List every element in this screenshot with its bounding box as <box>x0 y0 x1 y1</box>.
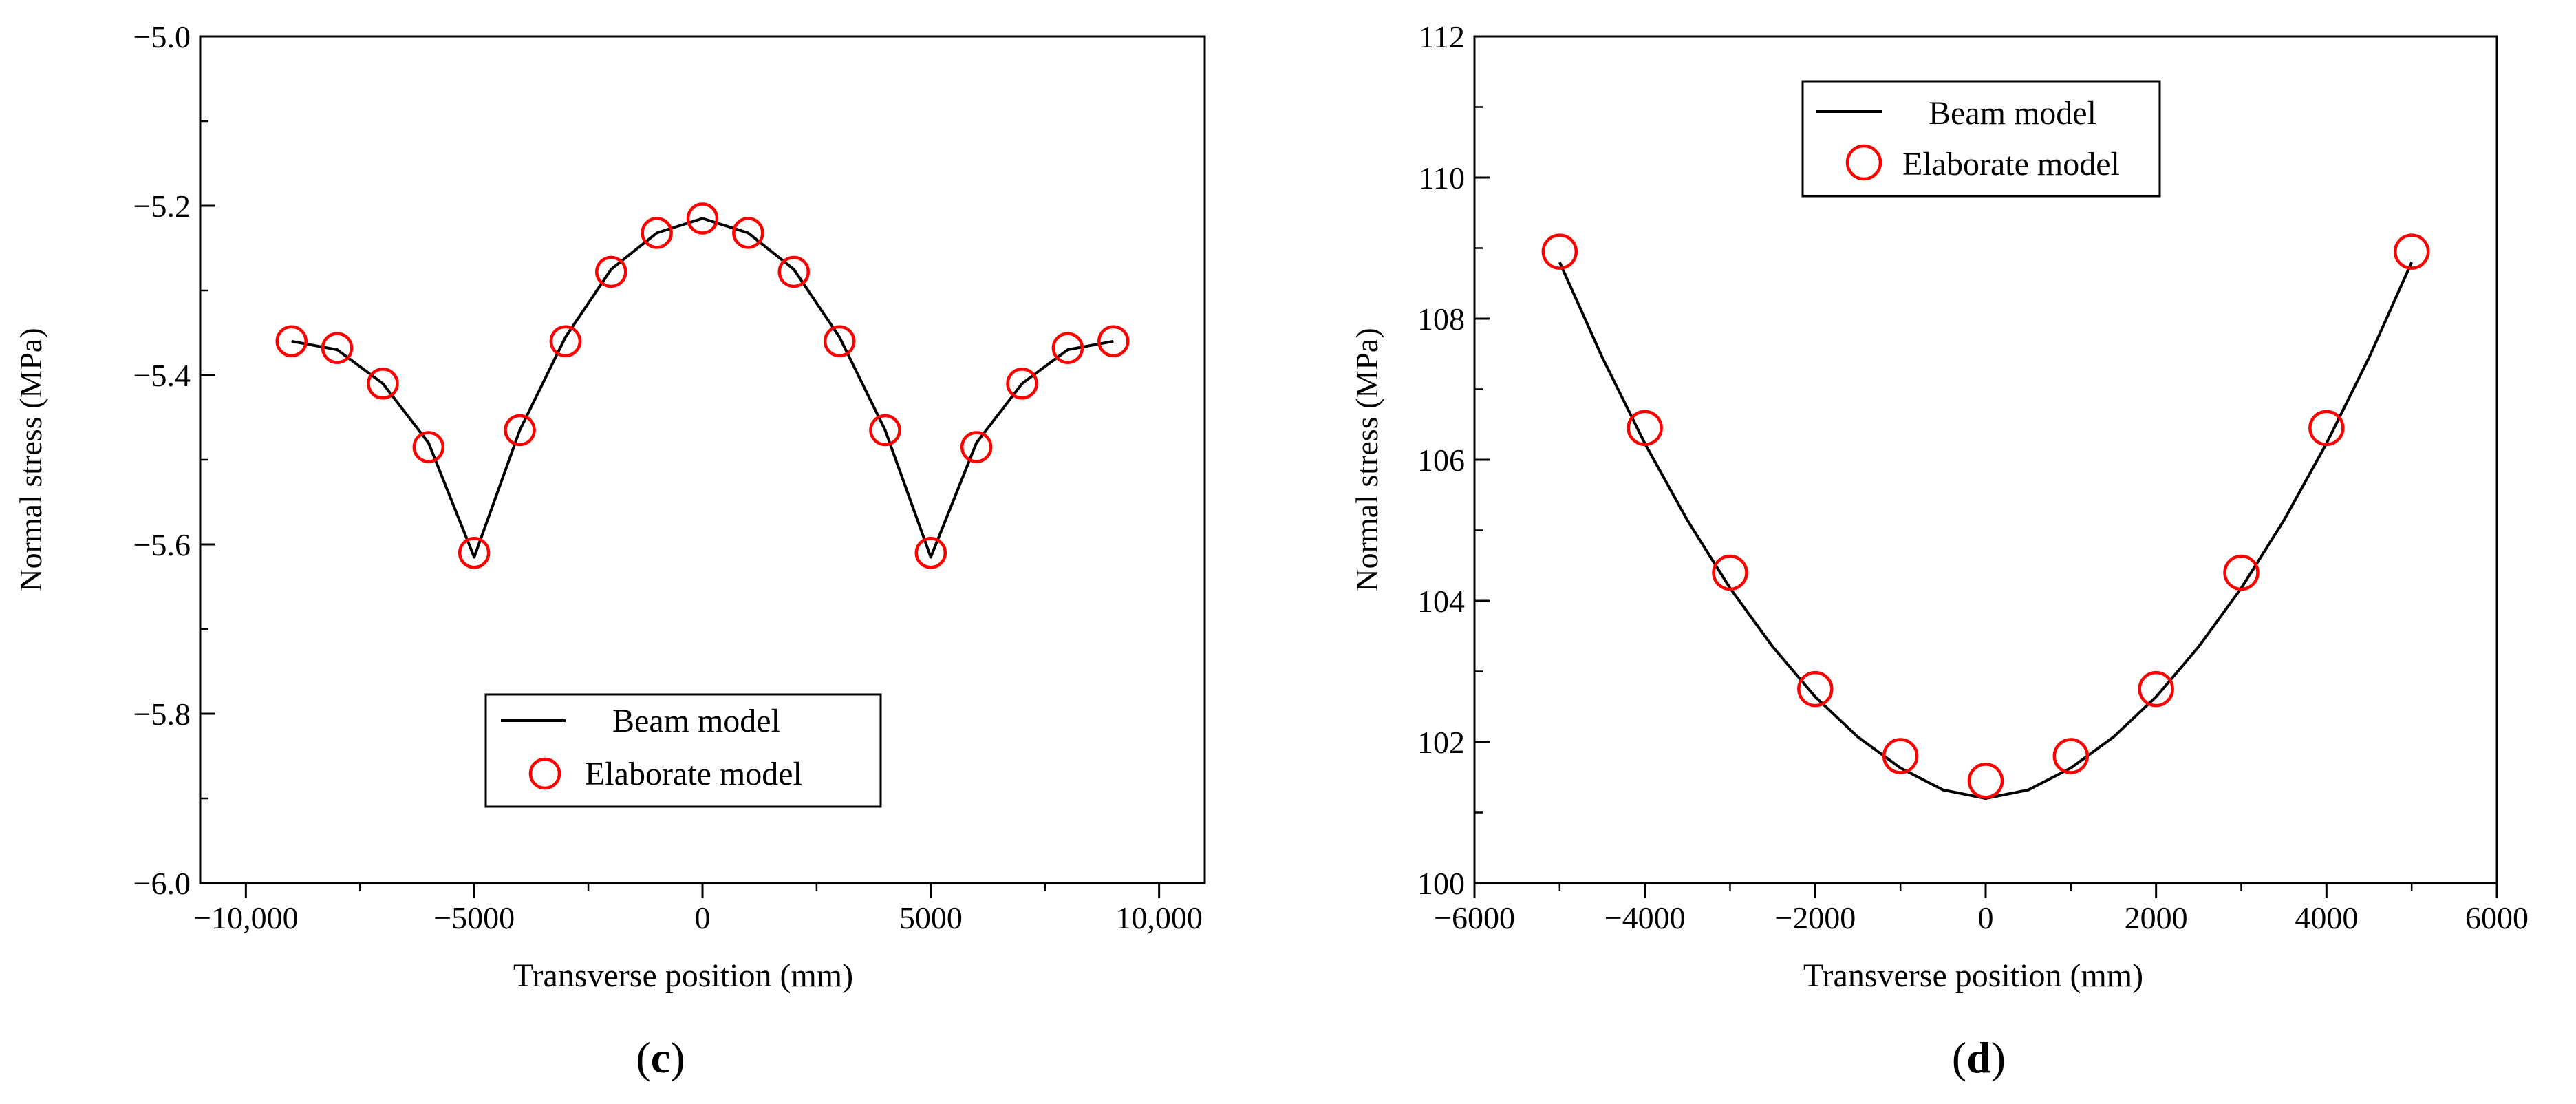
elaborate-model-point <box>1882 738 1919 774</box>
x-tick-label: −6000 <box>1434 900 1515 935</box>
elaborate-model-point <box>641 217 673 249</box>
x-tick-label: −4000 <box>1604 900 1686 935</box>
x-ticks: −10,000 −5000 0 5000 10,000 <box>193 883 1203 935</box>
panel-label: (d) <box>1952 1033 2006 1082</box>
elaborate-model-point <box>275 325 308 358</box>
elaborate-model-point <box>549 325 582 358</box>
elaborate-model-point <box>1006 368 1038 400</box>
legend-label-beam: Beam model <box>612 703 780 739</box>
elaborate-model-point <box>960 431 993 463</box>
legend: Beam model Elaborate model <box>484 693 882 808</box>
beam-model-line <box>291 217 1114 559</box>
y-tick-label: −5.2 <box>133 189 191 224</box>
x-ticks: −6000 −4000 −2000 0 2000 4000 6000 <box>1434 883 2529 935</box>
elaborate-model-point <box>823 325 856 358</box>
elaborate-model-point <box>2223 554 2260 591</box>
x-tick-label: −5000 <box>433 900 515 935</box>
x-tick-label: 2000 <box>2125 900 2188 935</box>
y-ticks: −6.0 −5.8 −5.6 −5.4 −5.2 −5.0 <box>133 19 215 901</box>
elaborate-model-point <box>504 414 536 447</box>
x-tick-label: −10,000 <box>193 900 298 935</box>
elaborate-model-point <box>1097 325 1130 358</box>
elaborate-model-point <box>412 431 445 463</box>
y-tick-label: 112 <box>1419 19 1465 54</box>
elaborate-model-point <box>1967 763 2004 799</box>
x-tick-label: 0 <box>695 900 711 935</box>
panel-label: (c) <box>636 1033 685 1082</box>
beam-model-series <box>291 217 1114 559</box>
elaborate-model-point <box>914 537 947 569</box>
y-tick-label: −5.0 <box>133 19 191 54</box>
y-tick-label: 104 <box>1417 584 1465 619</box>
legend-label-elaborate: Elaborate model <box>1902 146 2120 182</box>
legend-label-beam: Beam model <box>1929 95 2096 131</box>
elaborate-model-point <box>458 537 491 569</box>
y-tick-label: 108 <box>1417 301 1465 337</box>
elaborate-model-point <box>1627 410 1663 447</box>
beam-model-series <box>1558 262 2414 800</box>
legend: Beam model Elaborate model <box>1801 80 2161 198</box>
elaborate-model-point <box>2308 410 2345 447</box>
beam-model-line <box>1558 262 2414 800</box>
x-tick-label: 0 <box>1978 900 1994 935</box>
x-tick-label: 4000 <box>2295 900 2358 935</box>
y-tick-label: −6.0 <box>133 866 191 901</box>
elaborate-model-point <box>321 332 354 364</box>
y-tick-label: 102 <box>1417 725 1465 760</box>
legend-marker-swatch <box>1845 144 1882 181</box>
y-tick-label: 110 <box>1419 160 1465 195</box>
panel-label-letter: c <box>651 1033 670 1082</box>
y-tick-label: −5.6 <box>133 527 191 562</box>
x-tick-label: 10,000 <box>1115 900 1203 935</box>
legend-label-elaborate: Elaborate model <box>585 756 802 792</box>
x-tick-label: 5000 <box>899 900 963 935</box>
elaborate-model-point <box>1797 670 1834 708</box>
x-axis-label: Transverse position (mm) <box>513 957 853 994</box>
legend-box <box>1801 80 2161 198</box>
elaborate-model-point <box>1051 332 1084 364</box>
x-tick-label: −2000 <box>1774 900 1856 935</box>
x-tick-label: 6000 <box>2465 900 2529 935</box>
elaborate-model-series <box>1541 233 2430 799</box>
elaborate-model-point <box>2052 738 2090 774</box>
y-ticks: 100 102 104 106 108 110 112 <box>1417 19 1490 901</box>
elaborate-model-point <box>869 414 901 447</box>
y-axis-label: Normal stress (MPa) <box>1349 328 1384 591</box>
elaborate-model-point <box>732 217 764 249</box>
y-tick-label: 100 <box>1417 866 1465 901</box>
chart-panel-c: −6.0 −5.8 −5.6 −5.4 −5.2 −5.0 −10,000 −5000 0 50… <box>13 19 1206 1082</box>
elaborate-model-point <box>686 202 719 235</box>
chart-panel-d: 100 102 104 106 108 110 112 −6000 −4000 −2000 0 20… <box>1349 19 2529 1082</box>
elaborate-model-point <box>2138 670 2174 708</box>
elaborate-model-point <box>595 255 627 288</box>
legend-marker-swatch <box>528 757 561 790</box>
elaborate-model-series <box>275 202 1130 569</box>
y-axis-label: Normal stress (MPa) <box>13 328 48 591</box>
y-tick-label: 106 <box>1417 443 1465 478</box>
y-tick-label: −5.8 <box>133 697 191 732</box>
elaborate-model-point <box>1712 554 1748 591</box>
y-tick-label: −5.4 <box>133 358 191 393</box>
elaborate-model-point <box>777 255 810 288</box>
panel-label-letter: d <box>1966 1033 1991 1082</box>
elaborate-model-point <box>2393 233 2430 270</box>
elaborate-model-point <box>367 368 399 400</box>
elaborate-model-point <box>1541 233 1578 270</box>
x-axis-label: Transverse position (mm) <box>1803 957 2143 994</box>
